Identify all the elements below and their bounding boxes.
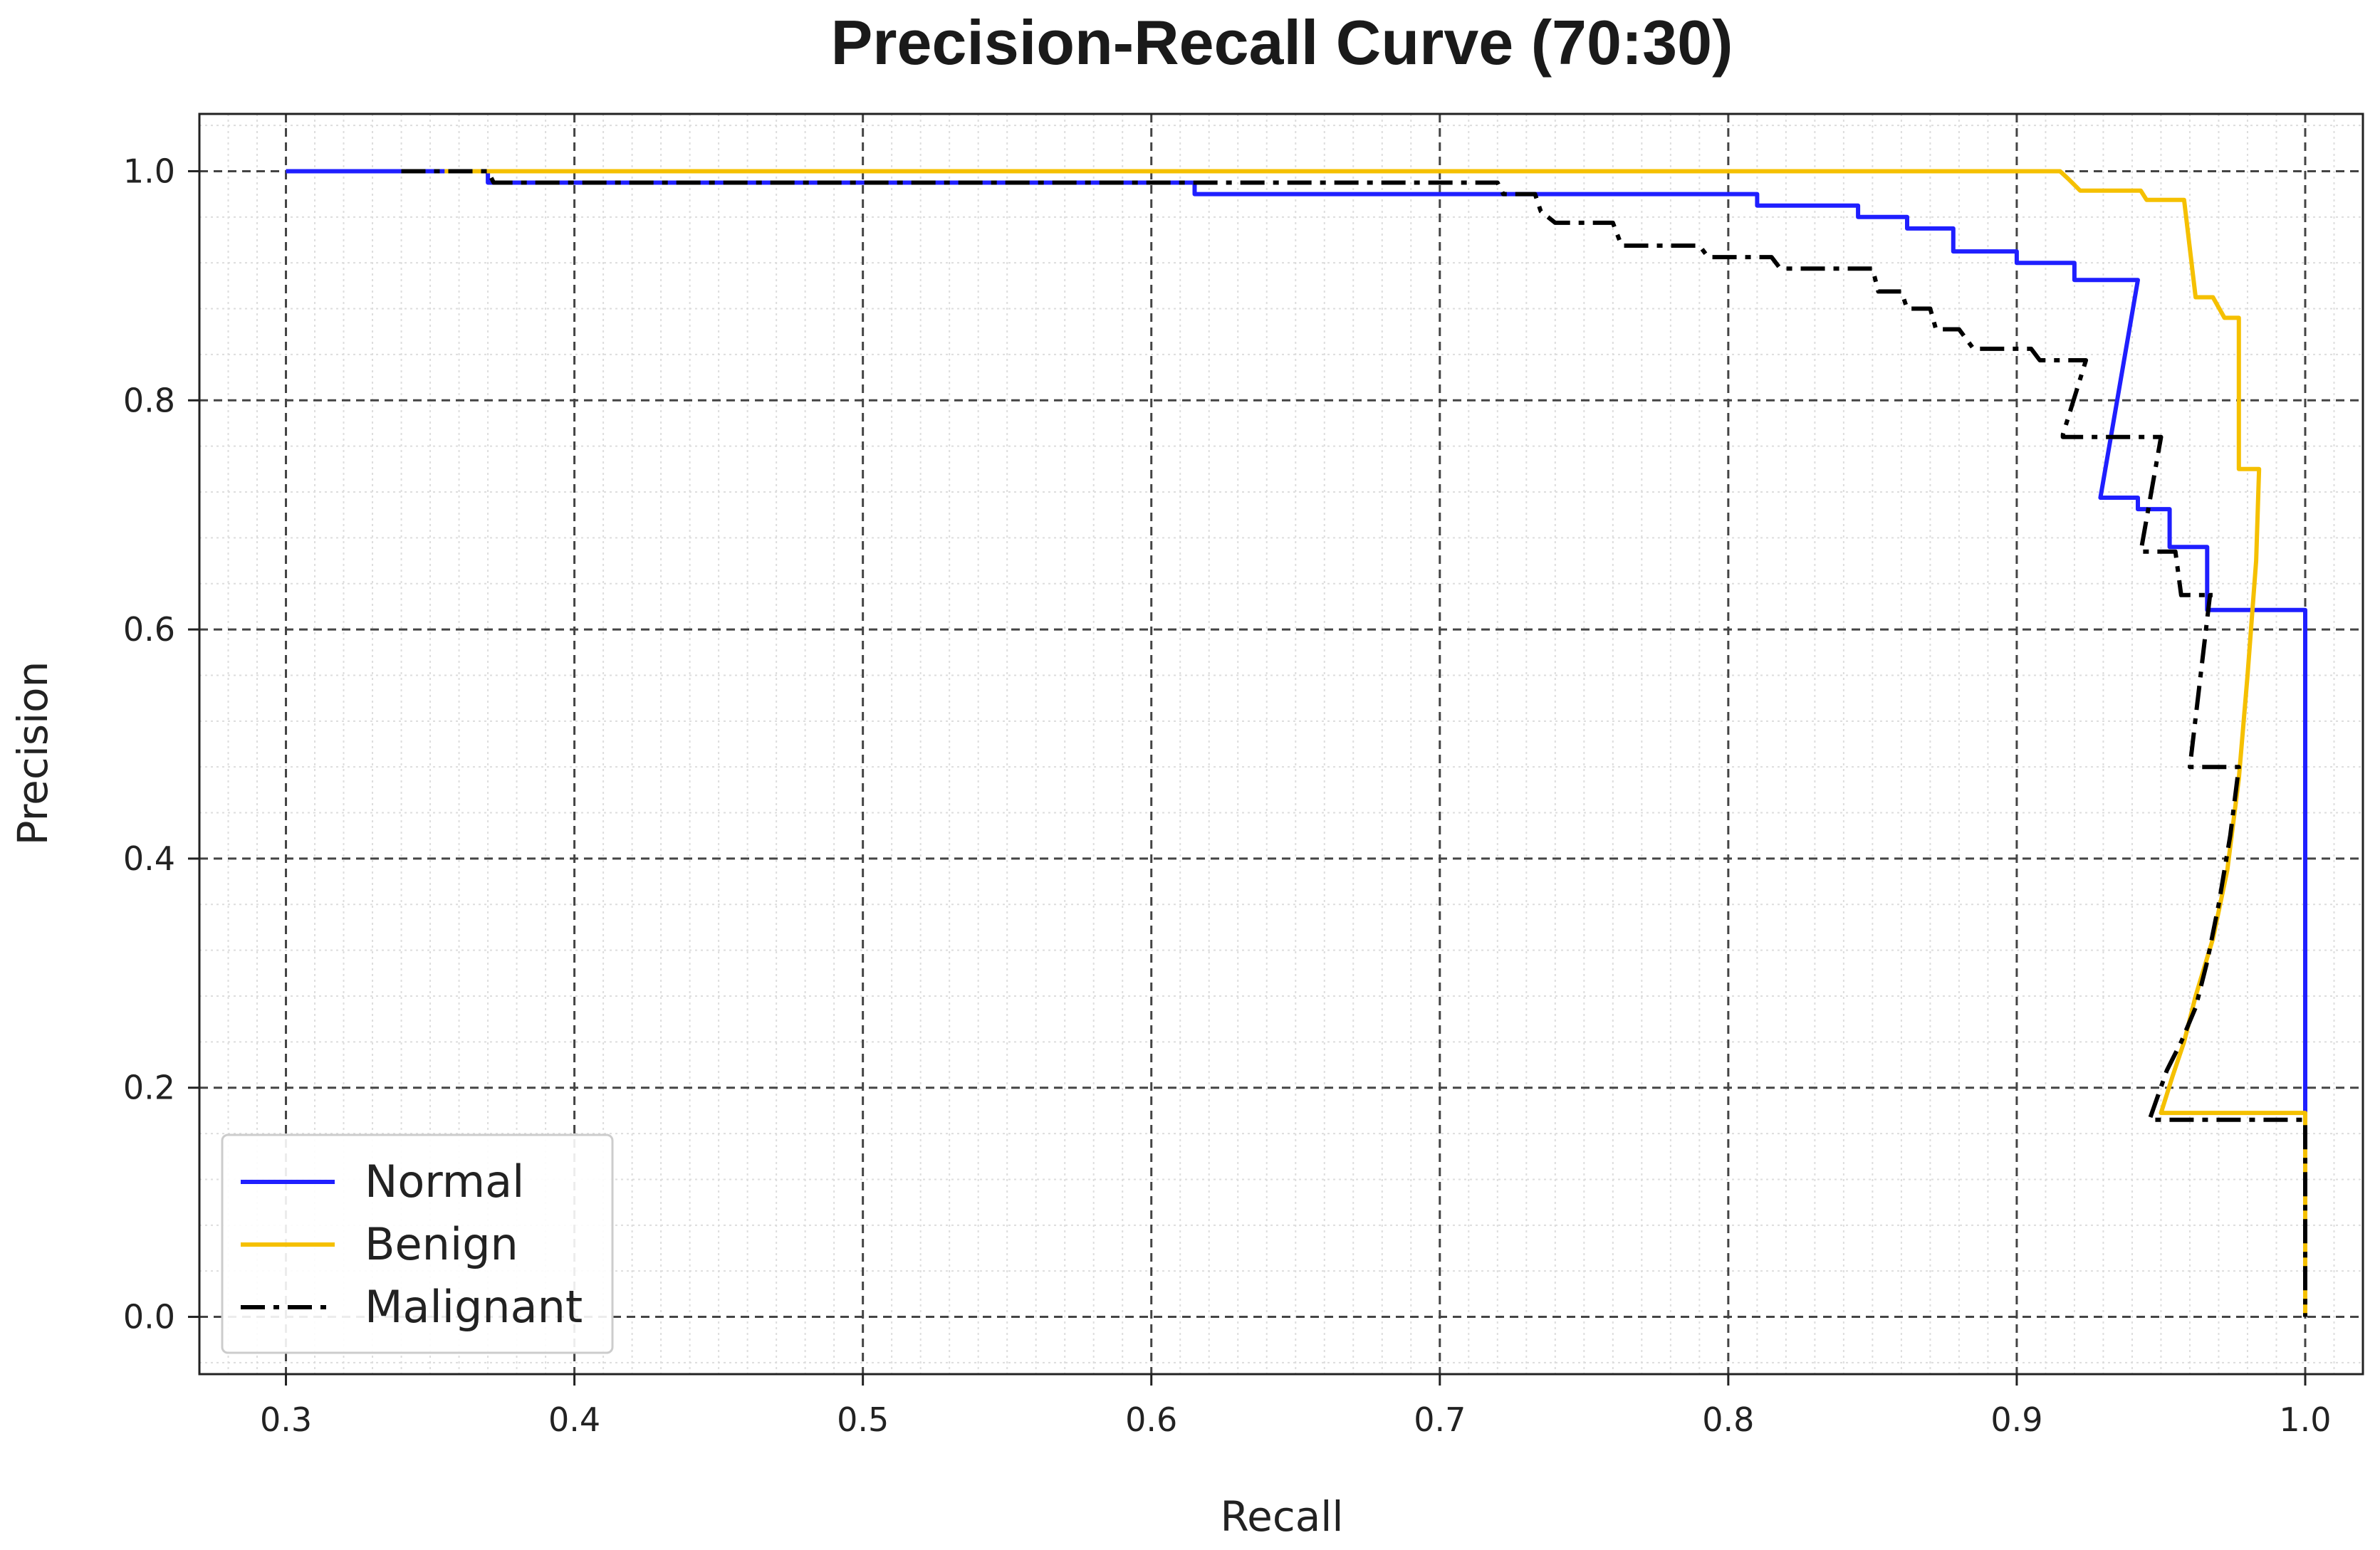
series-line-normal bbox=[286, 169, 2307, 1317]
plot-frame bbox=[198, 112, 2364, 1376]
x-tick-label: 0.3 bbox=[260, 1400, 312, 1439]
y-axis-label: Precision bbox=[9, 661, 57, 846]
legend-label-normal: Normal bbox=[365, 1156, 524, 1208]
legend-label-benign: Benign bbox=[365, 1218, 518, 1270]
series-line-malignant bbox=[401, 169, 2307, 1317]
x-tick-label: 0.5 bbox=[837, 1400, 889, 1439]
ticks-layer: 0.3 0.4 0.5 0.6 0.7 0.8 0.9 1.0 0.0 0.2 0.4 0.6 0.8 1… bbox=[123, 152, 2332, 1439]
x-axis-label: Recall bbox=[1220, 1492, 1343, 1541]
legend-box bbox=[221, 1133, 614, 1354]
x-tick-label: 0.4 bbox=[548, 1400, 600, 1439]
series-line-benign bbox=[444, 169, 2307, 1317]
y-tick-label: 0.4 bbox=[123, 839, 175, 878]
legend-label-malignant: Malignant bbox=[365, 1281, 583, 1333]
x-tick-label: 1.0 bbox=[2279, 1400, 2331, 1439]
x-tick-label: 0.7 bbox=[1414, 1400, 1466, 1439]
y-tick-label: 0.0 bbox=[123, 1298, 175, 1336]
y-tick-label: 0.2 bbox=[123, 1069, 175, 1107]
series-layer bbox=[286, 169, 2307, 1317]
legend: Normal Benign Malignant bbox=[221, 1133, 614, 1354]
x-tick-label: 0.9 bbox=[1990, 1400, 2042, 1439]
y-tick-label: 0.6 bbox=[123, 610, 175, 649]
y-tick-label: 0.8 bbox=[123, 381, 175, 419]
x-tick-label: 0.8 bbox=[1702, 1400, 1754, 1439]
y-tick-label: 1.0 bbox=[123, 152, 175, 190]
chart-title: Precision-Recall Curve (70:30) bbox=[831, 7, 1733, 78]
x-tick-label: 0.6 bbox=[1125, 1400, 1177, 1439]
